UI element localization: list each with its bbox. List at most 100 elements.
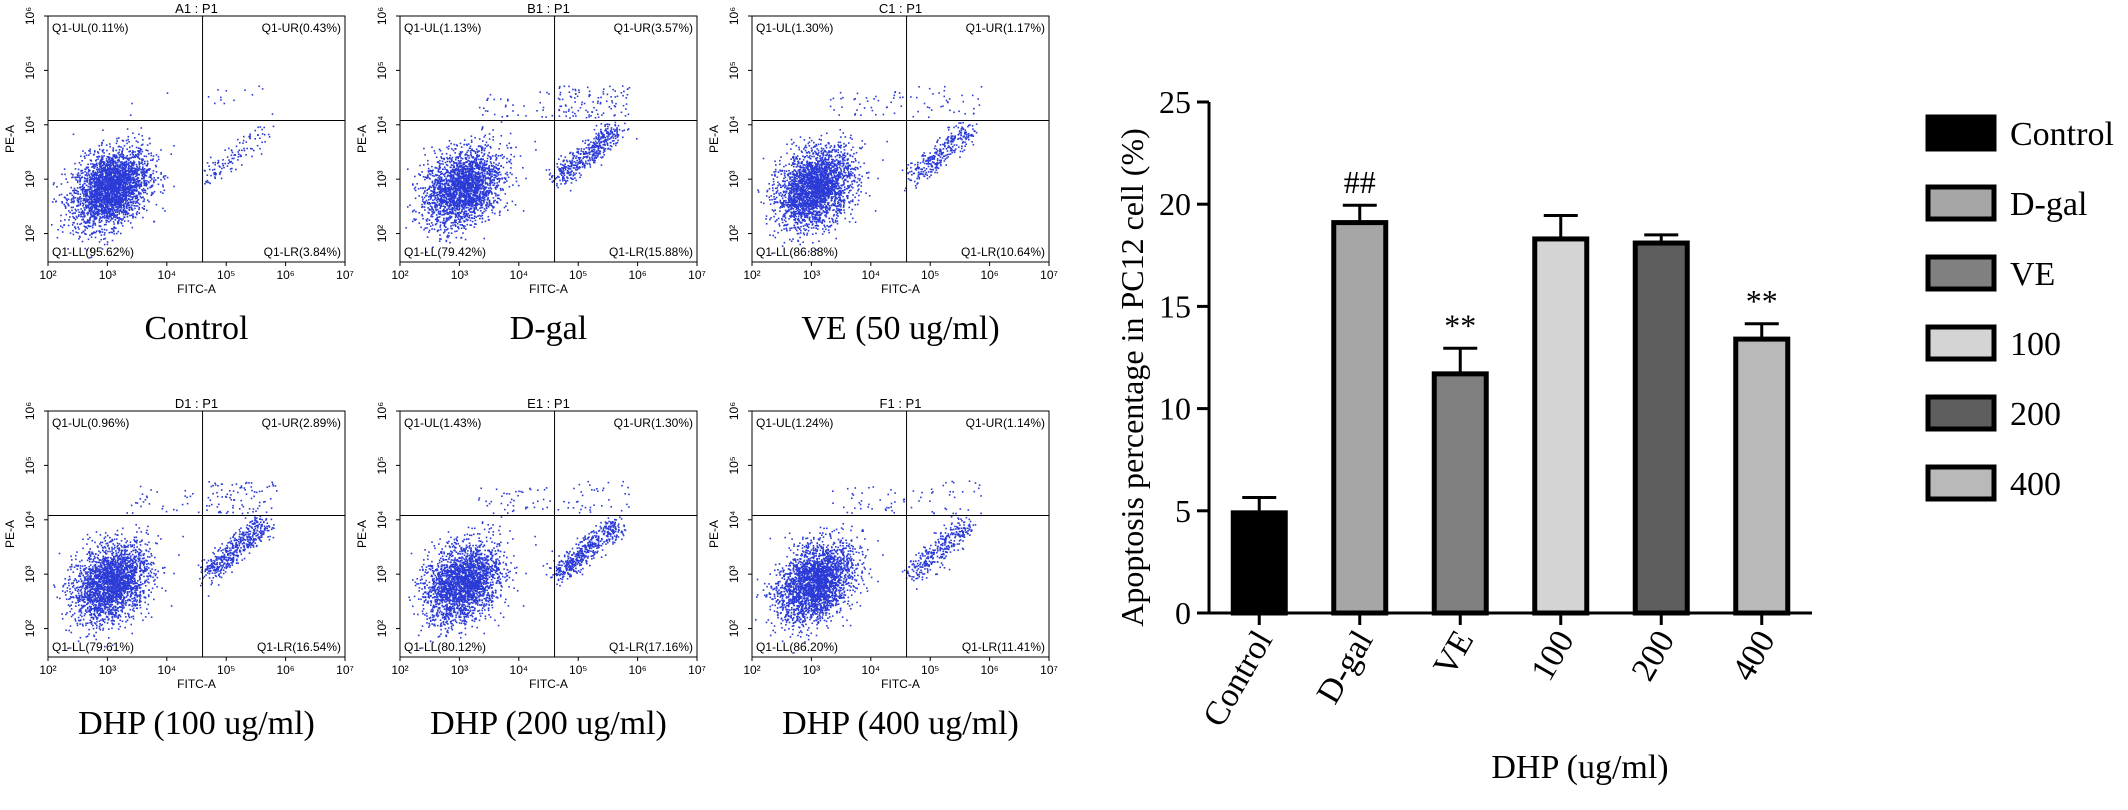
apoptosis-bar-chart: 0 5 10 15 20 25 Control ## D-gal ** VE 100 200 ** 400 A… bbox=[1114, 84, 2114, 786]
panel-title: D1 : P1 bbox=[175, 396, 218, 411]
quadrant-ll-label: Q1-LL(79.61%) bbox=[52, 640, 134, 654]
panel-title: A1 : P1 bbox=[175, 1, 218, 16]
panel-title: F1 : P1 bbox=[880, 396, 922, 411]
y-tick-label: 25 bbox=[1159, 84, 1191, 120]
legend-swatch bbox=[1925, 394, 1997, 432]
y-tick-label: 10⁶ bbox=[375, 402, 389, 420]
significance-mark: ** bbox=[1746, 283, 1778, 319]
y-tick-label: 10⁶ bbox=[23, 7, 37, 25]
scatter-panel: C1 : P1 Q1-UL(1.30%) Q1-UR(1.17%) Q1-LL(86.… bbox=[707, 1, 1058, 347]
x-tick-label: 10⁷ bbox=[336, 268, 354, 282]
quadrant-lr-label: Q1-LR(11.41%) bbox=[962, 640, 1045, 654]
y-tick-label: 10⁵ bbox=[23, 61, 37, 79]
category-label: D-gal bbox=[1310, 625, 1381, 711]
panel-frame bbox=[399, 15, 698, 263]
x-tick-label: 10³ bbox=[803, 268, 820, 282]
quadrant-lr-label: Q1-LR(17.16%) bbox=[609, 640, 693, 654]
category-label: 100 bbox=[1524, 625, 1582, 688]
category-label: VE bbox=[1426, 625, 1481, 683]
quadrant-ur-label: Q1-UR(1.17%) bbox=[966, 21, 1045, 35]
x-tick-label: 10⁴ bbox=[862, 268, 881, 282]
panel-caption: D-gal bbox=[510, 310, 587, 347]
y-tick-label: 10⁴ bbox=[727, 116, 741, 135]
y-tick-label: 10³ bbox=[375, 565, 389, 582]
y-tick-label: 10³ bbox=[23, 170, 37, 187]
x-tick-label: 10³ bbox=[99, 268, 116, 282]
x-tick-label: 10² bbox=[39, 663, 56, 677]
scatter-dots bbox=[757, 85, 983, 255]
panel-frame bbox=[399, 410, 698, 658]
x-axis-label: FITC-A bbox=[529, 282, 568, 296]
quadrant-ul-label: Q1-UL(1.13%) bbox=[404, 21, 481, 35]
x-tick-label: 10⁵ bbox=[569, 663, 587, 677]
x-tick-label: 10⁴ bbox=[510, 268, 529, 282]
panel-title: E1 : P1 bbox=[527, 396, 570, 411]
x-tick-label: 10⁵ bbox=[569, 268, 587, 282]
y-axis-label: PE-A bbox=[707, 520, 721, 548]
x-tick-label: 10³ bbox=[451, 268, 468, 282]
quadrant-ur-label: Q1-UR(1.14%) bbox=[966, 416, 1045, 430]
x-tick-label: 10⁶ bbox=[628, 663, 646, 677]
y-tick-label: 10⁶ bbox=[727, 7, 741, 25]
x-tick-label: 10⁶ bbox=[276, 663, 294, 677]
y-tick-label: 10² bbox=[727, 620, 741, 637]
bar bbox=[1431, 371, 1489, 616]
panel-caption: DHP (100 ug/ml) bbox=[78, 705, 315, 742]
y-tick-label: 10² bbox=[727, 225, 741, 242]
quadrant-ul-label: Q1-UL(0.11%) bbox=[52, 21, 128, 35]
x-tick-label: 10³ bbox=[99, 663, 116, 677]
y-axis-label: PE-A bbox=[707, 125, 721, 153]
x-tick-label: 10² bbox=[391, 268, 408, 282]
y-tick-label: 0 bbox=[1175, 595, 1191, 631]
y-axis-title: Apoptosis percentage in PC12 cell (%) bbox=[1114, 128, 1150, 627]
x-axis-label: FITC-A bbox=[881, 677, 920, 691]
quadrant-ul-label: Q1-UL(1.43%) bbox=[404, 416, 481, 430]
flow-cytometry-panels: A1 : P1 Q1-UL(0.11%) Q1-UR(0.43%) Q1-LL(95.… bbox=[3, 1, 1058, 742]
quadrant-lr-label: Q1-LR(10.64%) bbox=[961, 245, 1045, 259]
panel-caption: DHP (200 ug/ml) bbox=[430, 705, 667, 742]
panel-frame bbox=[751, 15, 1050, 263]
scatter-panel: A1 : P1 Q1-UL(0.11%) Q1-UR(0.43%) Q1-LL(95.… bbox=[3, 1, 354, 347]
quadrant-ul-label: Q1-UL(1.24%) bbox=[756, 416, 833, 430]
y-tick-label: 10⁴ bbox=[375, 116, 389, 135]
x-tick-label: 10² bbox=[39, 268, 56, 282]
quadrant-ll-label: Q1-LL(95.62%) bbox=[52, 245, 134, 259]
quadrant-ur-label: Q1-UR(3.57%) bbox=[614, 21, 693, 35]
y-tick-label: 10² bbox=[23, 620, 37, 637]
x-tick-label: 10⁵ bbox=[217, 268, 235, 282]
y-tick-label: 10² bbox=[375, 620, 389, 637]
y-axis-label: PE-A bbox=[3, 520, 17, 548]
y-tick-label: 10³ bbox=[375, 170, 389, 187]
x-axis-label: FITC-A bbox=[881, 282, 920, 296]
legend-label: 400 bbox=[2010, 466, 2061, 503]
y-tick-label: 10⁵ bbox=[375, 456, 389, 474]
x-tick-label: 10⁷ bbox=[1040, 268, 1058, 282]
legend-swatch bbox=[1925, 464, 1997, 502]
y-tick-label: 10⁶ bbox=[727, 402, 741, 420]
x-tick-label: 10² bbox=[743, 663, 760, 677]
quadrant-ur-label: Q1-UR(0.43%) bbox=[262, 21, 341, 35]
y-tick-label: 10⁴ bbox=[23, 116, 37, 135]
y-tick-label: 10⁶ bbox=[23, 402, 37, 420]
y-tick-label: 10² bbox=[23, 225, 37, 242]
scatter-dots bbox=[405, 85, 638, 254]
y-tick-label: 10⁵ bbox=[727, 456, 741, 474]
scatter-panel: B1 : P1 Q1-UL(1.13%) Q1-UR(3.57%) Q1-LL(79.… bbox=[355, 1, 706, 347]
scatter-panel: F1 : P1 Q1-UL(1.24%) Q1-UR(1.14%) Q1-LL(86.… bbox=[707, 396, 1058, 742]
y-tick-label: 10⁴ bbox=[23, 511, 37, 530]
y-axis-label: PE-A bbox=[355, 520, 369, 548]
bar bbox=[1331, 220, 1389, 616]
x-tick-label: 10⁵ bbox=[921, 663, 939, 677]
x-axis-label: FITC-A bbox=[177, 282, 216, 296]
legend-label: VE bbox=[2010, 256, 2055, 293]
x-tick-label: 10⁷ bbox=[688, 663, 706, 677]
category-label: 400 bbox=[1725, 625, 1783, 688]
x-axis-label: FITC-A bbox=[177, 677, 216, 691]
panel-title: C1 : P1 bbox=[879, 1, 922, 16]
quadrant-ll-label: Q1-LL(79.42%) bbox=[404, 245, 486, 259]
panel-frame bbox=[47, 410, 346, 658]
y-tick-label: 10⁶ bbox=[375, 7, 389, 25]
y-tick-label: 10³ bbox=[727, 170, 741, 187]
quadrant-ll-label: Q1-LL(86.20%) bbox=[756, 640, 838, 654]
